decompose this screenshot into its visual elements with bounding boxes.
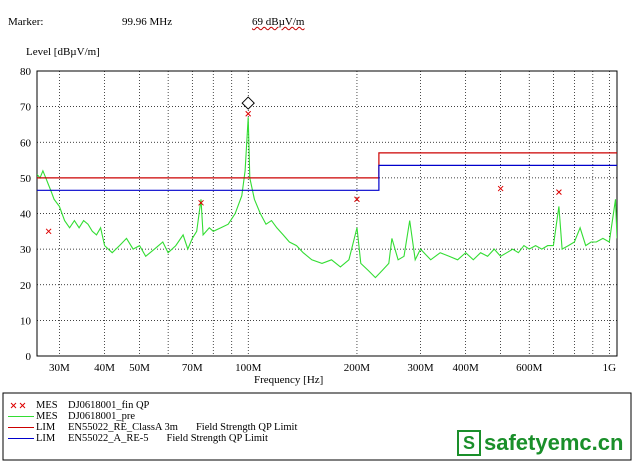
legend-type: MES xyxy=(36,411,58,422)
legend-extra: Field Strength QP Limit xyxy=(195,422,298,433)
legend-name: DJ0618001_fin QP xyxy=(68,400,150,411)
x-axis-title: Frequency [Hz] xyxy=(254,374,324,386)
qp-marker-point xyxy=(497,185,504,192)
qp-marker-point xyxy=(354,196,360,203)
legend-item-fin-qp: MES DJ0618001_fin QP xyxy=(8,400,149,411)
x-tick-label: 1G xyxy=(603,362,617,374)
legend-type: MES xyxy=(36,400,58,411)
s-logo-icon: S xyxy=(457,430,481,456)
x-tick-label: 50M xyxy=(129,362,150,374)
x-marker-legend-icon xyxy=(8,401,36,411)
y-tick-label: 70 xyxy=(20,102,32,114)
legend-item-re5: LIM EN55022_A_RE-5 Field Strength QP Limit xyxy=(8,433,268,444)
red-line-legend-icon xyxy=(8,423,36,433)
x-tick-label: 400M xyxy=(453,362,480,374)
legend-item-classA: LIM EN55022_RE_ClassA 3m Field Strength QP… xyxy=(8,422,297,433)
y-tick-label: 40 xyxy=(20,209,32,221)
green-line-legend-icon xyxy=(8,412,36,422)
pre-scan-trace xyxy=(37,117,617,279)
y-tick-label: 80 xyxy=(20,66,32,78)
legend-extra: Field Strength QP Limit xyxy=(166,433,268,444)
x-tick-label: 100M xyxy=(235,362,262,374)
y-tick-label: 0 xyxy=(26,351,32,363)
y-tick-label: 30 xyxy=(20,244,32,256)
qp-marker-point xyxy=(45,228,52,235)
marker-level: 69 dBµV/m xyxy=(252,16,305,28)
x-tick-label: 40M xyxy=(94,362,115,374)
marker-frequency: 99.96 MHz xyxy=(122,16,173,28)
y-tick-label: 10 xyxy=(20,315,32,327)
qp-marker-point xyxy=(556,189,562,195)
marker-diamond-icon xyxy=(241,96,255,110)
legend-type: LIM xyxy=(36,433,56,444)
limit-line xyxy=(37,164,617,191)
x-tick-label: 30M xyxy=(49,362,70,374)
x-tick-label: 300M xyxy=(407,362,434,374)
qp-marker-point xyxy=(245,110,252,117)
legend-name: EN55022_A_RE-5 xyxy=(68,433,149,444)
x-tick-label: 70M xyxy=(182,362,203,374)
x-tick-label: 600M xyxy=(516,362,543,374)
y-tick-label: 60 xyxy=(20,137,32,149)
qp-marker-point xyxy=(198,199,204,206)
marker-label: Marker: xyxy=(8,16,44,28)
legend-type: LIM xyxy=(36,422,56,433)
x-tick-label: 200M xyxy=(344,362,371,374)
legend-name: DJ0618001_pre xyxy=(68,411,136,422)
brand-text: safetyemc.cn xyxy=(484,430,624,455)
y-axis-title: Level [dBµV/m] xyxy=(26,46,100,58)
y-tick-label: 20 xyxy=(20,280,32,292)
legend-item-pre: MES DJ0618001_pre xyxy=(8,411,135,422)
y-tick-label: 50 xyxy=(20,173,32,185)
blue-line-legend-icon xyxy=(8,434,36,444)
legend-name: EN55022_RE_ClassA 3m xyxy=(68,422,178,433)
